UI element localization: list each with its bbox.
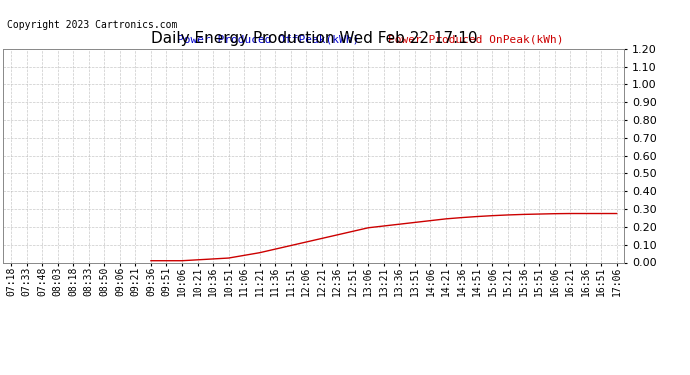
Text: Power Produced OffPeak(kWh): Power Produced OffPeak(kWh) xyxy=(177,34,359,45)
Title: Daily Energy Production Wed Feb 22 17:10: Daily Energy Production Wed Feb 22 17:10 xyxy=(150,31,477,46)
Text: Power Produced OnPeak(kWh): Power Produced OnPeak(kWh) xyxy=(388,34,564,45)
Text: Copyright 2023 Cartronics.com: Copyright 2023 Cartronics.com xyxy=(7,20,177,30)
